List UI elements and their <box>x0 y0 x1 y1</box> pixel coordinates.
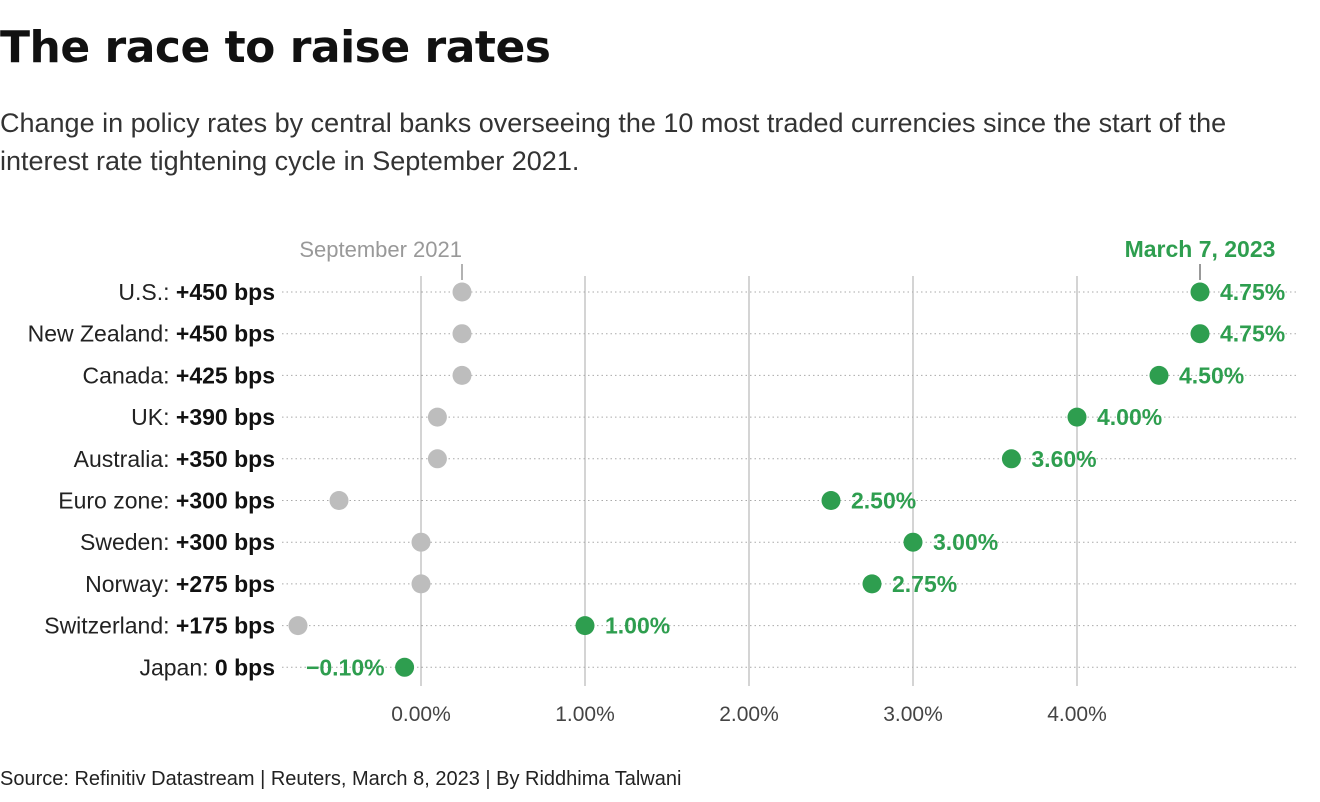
row-label: Japan: 0 bps <box>139 654 275 680</box>
end-point <box>1149 365 1169 385</box>
country-name: U.S.: <box>118 279 176 305</box>
end-point <box>862 574 882 594</box>
country-name: Sweden: <box>80 529 176 555</box>
end-value-label: 4.75% <box>1220 279 1285 305</box>
start-date-label: September 2021 <box>299 237 462 262</box>
end-value-label: 4.50% <box>1179 362 1244 388</box>
country-name: Switzerland: <box>44 613 176 639</box>
end-value-label: 2.75% <box>892 571 957 597</box>
rate-change: +175 bps <box>176 613 275 639</box>
x-tick-label: 1.00% <box>555 703 615 726</box>
end-point <box>395 657 415 677</box>
row-label: Norway: +275 bps <box>85 571 275 597</box>
end-value-label: 3.00% <box>933 529 998 555</box>
end-value-label: 1.00% <box>605 613 670 639</box>
rate-change: +390 bps <box>176 404 275 430</box>
end-value-label: 4.00% <box>1097 404 1162 430</box>
country-name: Australia: <box>74 446 176 472</box>
row-label: UK: +390 bps <box>131 404 275 430</box>
end-point <box>821 491 841 510</box>
country-name: Canada: <box>83 362 176 388</box>
country-name: Norway: <box>85 571 176 597</box>
range-bars <box>292 286 1206 632</box>
start-point <box>452 365 472 385</box>
chart-title: The race to raise rates <box>0 22 551 73</box>
end-value-label: 4.75% <box>1220 321 1285 347</box>
data-points <box>288 282 1210 677</box>
start-point <box>329 491 349 510</box>
end-value-label: −0.10% <box>306 654 385 680</box>
country-name: UK: <box>131 404 176 430</box>
start-point <box>411 574 431 594</box>
start-point <box>411 532 431 552</box>
row-label: New Zealand: +450 bps <box>28 321 275 347</box>
row-label: Canada: +425 bps <box>83 362 275 388</box>
end-value-label: 3.60% <box>1031 446 1096 472</box>
end-point <box>575 616 595 636</box>
start-point <box>288 616 308 636</box>
rate-change: 0 bps <box>215 654 275 680</box>
start-point <box>427 449 447 469</box>
row-label: Sweden: +300 bps <box>80 529 275 555</box>
rate-change: +425 bps <box>176 362 275 388</box>
country-name: New Zealand: <box>28 321 176 347</box>
end-point <box>1190 282 1210 302</box>
row-label: Euro zone: +300 bps <box>58 488 275 514</box>
x-tick-label: 3.00% <box>883 703 943 726</box>
end-date-label: March 7, 2023 <box>1125 236 1276 262</box>
end-point <box>903 532 923 552</box>
x-tick-label: 0.00% <box>391 703 451 726</box>
rate-change: +275 bps <box>176 571 275 597</box>
chart-subtitle: Change in policy rates by central banks … <box>0 108 1227 176</box>
row-label: Australia: +350 bps <box>74 446 275 472</box>
start-point <box>427 407 447 427</box>
country-name: Euro zone: <box>58 488 176 514</box>
end-point <box>1001 449 1021 469</box>
row-guides <box>282 291 1296 668</box>
row-label: Switzerland: +175 bps <box>44 613 275 639</box>
start-point <box>452 324 472 344</box>
end-point <box>1067 407 1087 427</box>
rate-change: +300 bps <box>176 529 275 555</box>
rate-change: +350 bps <box>176 446 275 472</box>
country-name: Japan: <box>139 654 214 680</box>
gridlines <box>420 276 1078 686</box>
end-point <box>1190 324 1210 344</box>
rate-change: +450 bps <box>176 279 275 305</box>
row-label: U.S.: +450 bps <box>118 279 275 305</box>
rate-change: +450 bps <box>176 321 275 347</box>
rate-change: +300 bps <box>176 488 275 514</box>
source-note: Source: Refinitiv Datastream | Reuters, … <box>0 768 682 790</box>
x-tick-label: 4.00% <box>1047 703 1107 726</box>
end-value-label: 2.50% <box>851 488 916 514</box>
start-point <box>452 282 472 302</box>
text-labels: 0.00% 1.00% 2.00% 3.00% 4.00% September 2021 M… <box>28 236 1286 726</box>
x-tick-label: 2.00% <box>719 703 779 726</box>
